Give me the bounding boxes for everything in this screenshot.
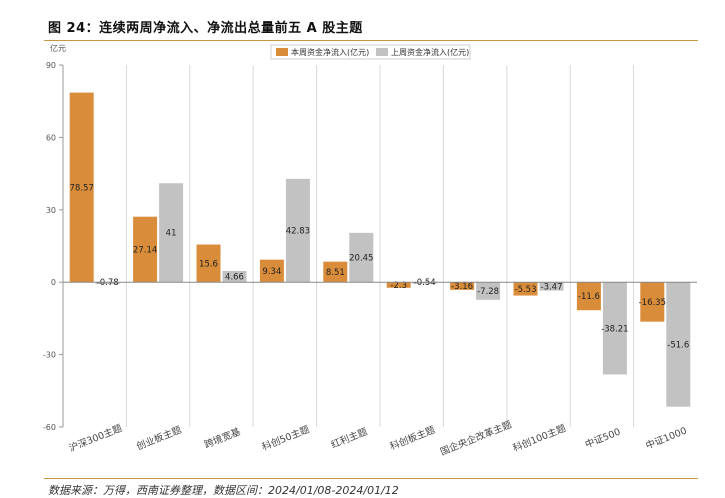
data-label: -51.6 (667, 340, 689, 350)
category-label: 科创50主题 (260, 423, 311, 453)
bar-last-week-9 (666, 282, 691, 407)
category-label: 国企央企改革主题 (438, 418, 513, 458)
figure-title: 图 24：连续两周净流入、净流出总量前五 A 股主题 (48, 21, 363, 36)
data-label: -3.47 (541, 282, 563, 292)
bar-chart: 亿元 90 60 30 0 -30 -60 78.57 27.14 15.6 9.34 8.51 -2.… (43, 43, 697, 458)
bar-last-week-6 (476, 282, 501, 300)
data-label: 4.66 (225, 273, 244, 283)
bar-last-week-3 (285, 178, 310, 283)
bar-this-week-8 (576, 282, 601, 311)
bar-last-week-1 (159, 183, 184, 283)
data-label: -3.16 (451, 282, 473, 292)
data-label: -2.3 (390, 281, 407, 291)
y-tick-label: 30 (46, 206, 56, 215)
data-label: 27.14 (133, 245, 157, 255)
y-tick-label: 60 (46, 133, 56, 142)
legend-box (270, 44, 471, 60)
bar-this-week-7 (513, 282, 538, 296)
bar-last-week-0 (95, 282, 120, 285)
legend-label-this-week: 本周资金净流入(亿元) (291, 47, 369, 57)
bar-this-week-4 (323, 261, 348, 283)
bar-this-week-3 (259, 259, 284, 283)
data-label: 41 (166, 229, 177, 239)
bottom-rule (44, 478, 698, 479)
y-tick-label: 0 (51, 278, 56, 287)
category-label: 跨境宽基 (203, 425, 243, 451)
data-label: -0.54 (414, 278, 436, 288)
category-label: 科创板主题 (388, 424, 437, 453)
y-tick-label: 90 (46, 61, 56, 70)
data-label: -38.21 (601, 324, 628, 334)
data-label: 15.6 (199, 259, 218, 269)
bar-this-week-1 (133, 216, 158, 283)
data-label: 78.57 (70, 183, 94, 193)
data-label: 8.51 (326, 268, 345, 278)
legend-swatch-this-week (276, 48, 288, 56)
bar-this-week-5 (386, 282, 411, 288)
data-label: -5.53 (515, 285, 537, 295)
data-label: 20.45 (349, 254, 373, 264)
data-label: 9.34 (262, 267, 281, 277)
data-label: -16.35 (639, 298, 666, 308)
bar-this-week-2 (196, 244, 221, 283)
title-rule (44, 40, 698, 41)
y-axis-unit-label: 亿元 (50, 43, 66, 53)
category-label: 中证500 (583, 426, 622, 451)
data-label: 42.83 (286, 227, 310, 237)
bar-last-week-2 (222, 270, 247, 283)
bar-last-week-7 (539, 282, 564, 291)
legend-label-last-week: 上周资金净流入(亿元) (391, 47, 469, 57)
data-label: -11.6 (578, 292, 600, 302)
category-label: 红利主题 (329, 425, 369, 451)
bar-last-week-8 (602, 282, 627, 375)
category-label: 中证1000 (644, 425, 689, 452)
data-label: -0.78 (97, 278, 119, 288)
bar-this-week-9 (640, 282, 665, 322)
data-source: 数据来源：万得，西南证券整理，数据区间：2024/01/08-2024/01/1… (48, 484, 399, 497)
legend-swatch-last-week (376, 48, 388, 56)
bar-last-week-4 (349, 232, 374, 283)
category-label: 沪深300主题 (67, 422, 124, 454)
bar-this-week-0 (69, 92, 94, 283)
y-tick-label: -30 (43, 351, 56, 360)
category-label: 创业板主题 (135, 424, 184, 453)
category-label: 科创100主题 (511, 422, 568, 454)
bar-last-week-5 (412, 282, 437, 284)
bar-this-week-6 (450, 282, 475, 290)
data-label: -7.28 (477, 287, 499, 297)
y-tick-label: -60 (43, 423, 56, 432)
